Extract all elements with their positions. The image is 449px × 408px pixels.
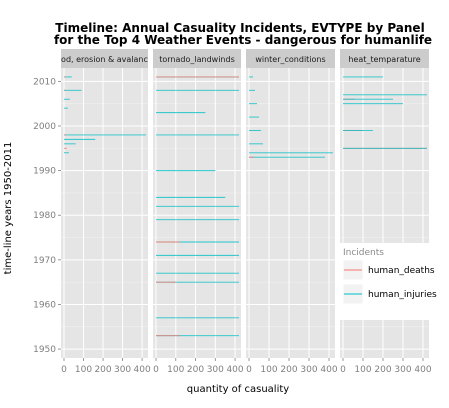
x-tick-label: 0	[340, 365, 346, 375]
x-tick-label: 400	[226, 365, 243, 375]
x-tick-label: 200	[374, 365, 391, 375]
facet-strip-label: winter_conditions	[255, 55, 325, 64]
facet-strip	[246, 49, 335, 68]
legend-background	[340, 243, 435, 320]
y-tick-label: 1980	[33, 211, 56, 221]
chart-title-line-1: Timeline: Annual Casuality Incidents, EV…	[55, 21, 424, 35]
x-axes: 0 100 200 300 400 0 100 200 300 400 0 100 200 300 400 0…	[61, 358, 432, 375]
x-tick-label: 100	[75, 365, 92, 375]
legend-entries: human_deaths human_injuries	[342, 259, 437, 305]
panel-2: tornado_landwinds	[153, 49, 241, 358]
legend: Incidents human_deaths human_injuries	[340, 243, 437, 320]
facet-strip-label: heat_temparature	[348, 55, 420, 64]
facet-strip	[340, 49, 429, 68]
chart-title-line-2: for the Top 4 Weather Events - dangerous…	[54, 33, 432, 47]
y-tick-label: 1950	[33, 345, 56, 355]
facet-strip	[61, 49, 148, 68]
x-tick-label: 100	[354, 365, 371, 375]
panel-3: winter_conditions	[246, 49, 335, 358]
x-tick-label: 200	[187, 365, 204, 375]
panel-background	[61, 68, 148, 358]
x-tick-label: 400	[414, 365, 431, 375]
x-tick-label: 300	[207, 365, 224, 375]
legend-label-human_deaths: human_deaths	[368, 266, 435, 276]
legend-title: Incidents	[343, 248, 384, 258]
x-tick-label: 200	[94, 365, 111, 375]
x-tick-label: 100	[167, 365, 184, 375]
y-tick-label: 1970	[33, 256, 56, 266]
x-tick-label: 100	[260, 365, 277, 375]
x-tick-label: 300	[300, 365, 317, 375]
x-tick-label: 300	[394, 365, 411, 375]
x-axis-title: quantity of casuality	[187, 384, 289, 395]
y-tick-label: 2010	[33, 77, 56, 87]
x-tick-label: 400	[320, 365, 337, 375]
facet-strip-label: flood, erosion & avalanche	[51, 55, 158, 64]
x-tick-label: 400	[134, 365, 151, 375]
facet-strip-label: tornado_landwinds	[159, 55, 234, 64]
panel-1: flood, erosion & avalanche	[51, 49, 158, 358]
y-tick-label: 1990	[33, 167, 56, 177]
x-tick-label: 0	[153, 365, 159, 375]
y-tick-label: 1960	[33, 300, 56, 310]
y-axis: 1950 1960 1970 1980 1990 2000 2010	[33, 77, 61, 355]
facet-panels: flood, erosion & avalanche tornado_landwi…	[51, 49, 429, 358]
panel-background	[153, 68, 241, 358]
y-tick-label: 2000	[33, 122, 56, 132]
panel-background	[246, 68, 335, 358]
y-axis-title: time-line years 1950-2011	[3, 142, 14, 275]
x-tick-label: 200	[280, 365, 297, 375]
legend-label-human_injuries: human_injuries	[368, 290, 437, 300]
x-tick-label: 300	[114, 365, 131, 375]
facet-strip	[153, 49, 241, 68]
x-tick-label: 0	[61, 365, 67, 375]
x-tick-label: 0	[246, 365, 252, 375]
